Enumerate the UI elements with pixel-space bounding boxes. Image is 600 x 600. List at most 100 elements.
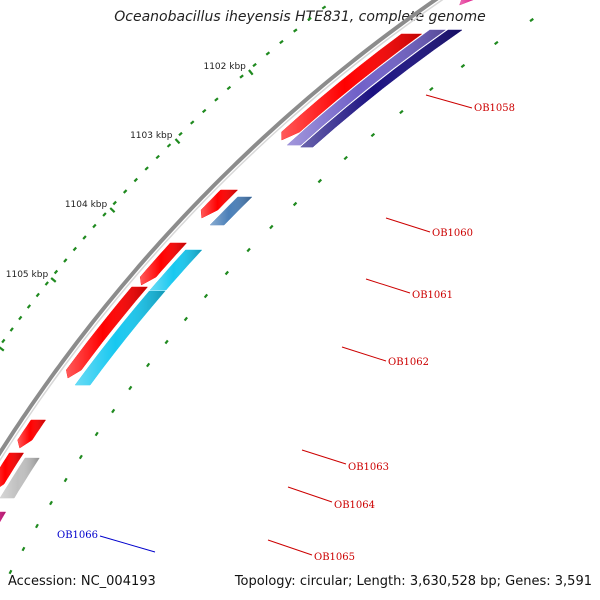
gene-label-leader (425, 94, 473, 109)
kbp-tick-label: 1103 kbp (130, 131, 173, 141)
gene-label-leader (99, 535, 156, 553)
feature-steelblue-ob1060-shading (210, 197, 252, 225)
major-tick (109, 207, 116, 213)
minor-tick-outer (214, 97, 219, 102)
major-tick (248, 69, 254, 76)
minor-tick-outer (1, 338, 6, 344)
minor-tick-inner (246, 247, 251, 253)
minor-tick-inner (529, 17, 534, 23)
minor-tick-inner (203, 293, 209, 299)
gene-label-leader (287, 486, 333, 503)
minor-tick-outer (144, 166, 149, 171)
minor-tick-inner (494, 40, 499, 46)
kbp-tick-label: 1104 kbp (65, 200, 108, 210)
minor-tick-inner (269, 224, 274, 230)
minor-tick-outer (239, 74, 244, 79)
minor-tick-outer (53, 269, 59, 275)
topology-label: Topology: (234, 574, 296, 589)
minor-tick-inner (35, 523, 39, 529)
major-tick (50, 277, 57, 283)
minor-tick-outer (35, 292, 40, 298)
accession-value: NC_004193 (80, 574, 156, 589)
kbp-tick-label: 1102 kbp (203, 62, 246, 72)
minor-tick-outer (252, 62, 257, 68)
minor-tick-inner (343, 155, 348, 161)
genes-value: 3,591 (554, 574, 592, 589)
feature-red-ob1062-shading (66, 287, 148, 378)
minor-tick-inner (317, 178, 323, 184)
feature-red-ob1063-shading (17, 420, 46, 448)
minor-tick-inner (460, 63, 466, 69)
minor-tick-outer (102, 212, 107, 217)
minor-tick-inner (49, 500, 53, 506)
minor-tick-inner (146, 362, 151, 368)
gene-label-leader (301, 449, 347, 465)
minor-tick-inner (224, 270, 229, 276)
feature-cyan-ob1061-shading (150, 250, 202, 290)
minor-tick-outer (178, 131, 183, 137)
minor-tick-outer (92, 223, 97, 229)
minor-tick-inner (429, 86, 434, 92)
feature-red-ob1058-shading (281, 34, 422, 140)
minor-tick-inner (111, 408, 116, 414)
gene-label: OB1060 (432, 228, 473, 239)
minor-tick-outer (63, 258, 68, 263)
minor-tick-outer (166, 143, 172, 148)
feature-slateblue-ob1058-shading (287, 30, 446, 145)
minor-tick-inner (63, 477, 68, 483)
feature-red-ob1061-shading (140, 243, 187, 285)
minor-tick-inner (128, 385, 133, 391)
topology-value: circular (299, 574, 348, 589)
backbone-inner-line (0, 0, 444, 462)
minor-tick-outer (190, 120, 195, 125)
feature-cyan-ob1062-shading (75, 291, 166, 385)
minor-tick-outer (155, 154, 160, 160)
minor-tick-outer (293, 28, 298, 33)
minor-tick-inner (370, 132, 376, 138)
gene-label: OB1065 (314, 552, 355, 563)
minor-tick-inner (21, 546, 26, 552)
feature-red-ob1060-shading (201, 190, 238, 218)
minor-tick-outer (133, 177, 139, 183)
minor-tick-outer (201, 108, 207, 114)
gene-label: OB1066 (57, 530, 98, 541)
gene-label-leader (341, 346, 387, 362)
minor-tick-outer (265, 51, 271, 56)
major-tick (0, 346, 5, 352)
gene-label-leader (267, 539, 313, 556)
minor-tick-inner (292, 201, 298, 207)
genome-stats: Topology: circular; Length: 3,630,528 bp… (234, 574, 592, 589)
feature-gray-ob1064-shading (0, 458, 40, 498)
minor-tick-inner (94, 431, 99, 437)
gene-label-leader (365, 278, 411, 294)
feature-magenta-ob1065-shading (0, 512, 6, 522)
length-label: Length: (356, 574, 406, 589)
minor-tick-outer (112, 200, 117, 206)
minor-tick-outer (122, 189, 128, 194)
minor-tick-outer (44, 281, 49, 286)
minor-tick-outer (321, 5, 327, 10)
minor-tick-inner (164, 339, 169, 345)
feature-navy-ob1058-shading (300, 30, 462, 147)
gene-label: OB1062 (388, 357, 429, 368)
feature-magenta-top-shading (459, 0, 473, 5)
minor-tick-outer (26, 304, 32, 309)
minor-tick-inner (78, 454, 83, 460)
minor-tick-outer (226, 85, 232, 91)
backbone-arc (0, 0, 439, 457)
gene-label: OB1064 (334, 500, 375, 511)
minor-tick-outer (9, 327, 14, 332)
gene-label: OB1058 (474, 103, 515, 114)
genes-label: Genes: (505, 574, 551, 589)
minor-tick-inner (183, 316, 188, 322)
major-tick (174, 138, 181, 145)
minor-tick-outer (279, 39, 284, 45)
kbp-tick-label: 1105 kbp (6, 270, 49, 280)
map-title: Oceanobacillus iheyensis HTE831, complet… (114, 9, 486, 25)
minor-tick-outer (18, 315, 23, 321)
accession-label: Accession: (8, 574, 77, 589)
minor-tick-inner (8, 569, 13, 575)
minor-tick-outer (72, 246, 77, 252)
